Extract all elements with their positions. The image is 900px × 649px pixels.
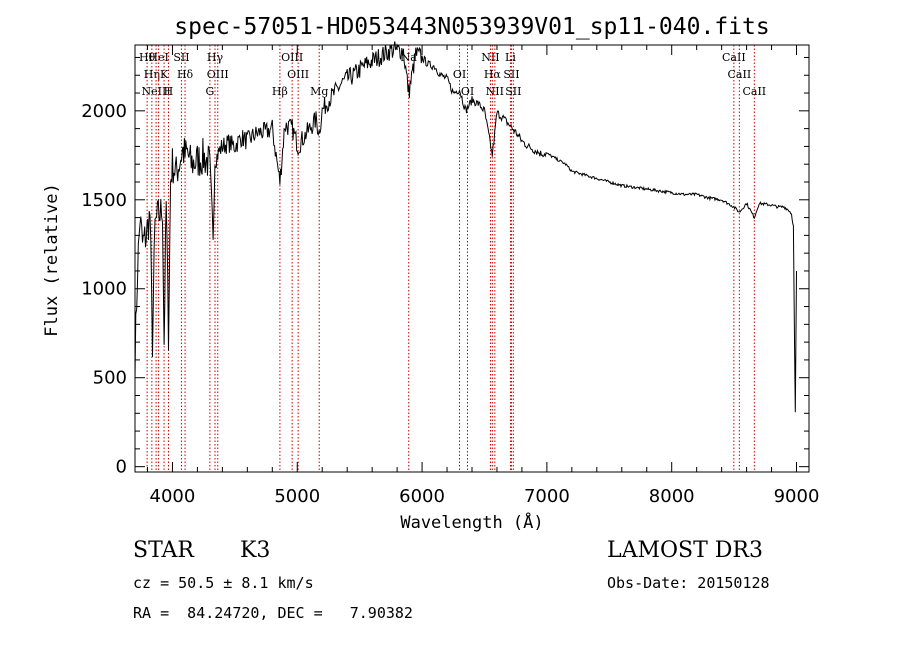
line-marker-label: OIII <box>207 68 229 81</box>
line-marker-label: HeI <box>148 51 168 64</box>
x-tick-label: 5000 <box>274 486 320 507</box>
line-marker-label: Hθ <box>139 51 156 64</box>
line-marker-label: G <box>205 85 214 98</box>
line-marker-label: Hγ <box>207 51 224 64</box>
y-tick-label: 2000 <box>81 101 127 122</box>
line-marker-label: H <box>164 85 174 98</box>
obs-date: Obs-Date: 20150128 <box>607 574 770 592</box>
line-marker-label: NII <box>486 85 504 98</box>
line-marker-label: OIII <box>287 68 309 81</box>
line-marker-label: SII <box>505 85 521 98</box>
plot-frame <box>134 44 810 473</box>
line-marker-label: CaII <box>742 85 766 98</box>
x-tick-label: 6000 <box>399 486 445 507</box>
y-tick-label: 0 <box>116 457 127 478</box>
line-marker-label: NeIII <box>142 85 171 98</box>
x-tick-label: 8000 <box>649 486 695 507</box>
line-marker-label: OI <box>453 68 466 81</box>
object-class: STAR <box>133 538 194 563</box>
line-markers: HθHηNeIIIHeIKHSIIHδGHγOIIIHβOIIIOIIIMgNa… <box>139 45 766 472</box>
spectrum-series <box>134 41 797 413</box>
y-axis-label: Flux (relative) <box>42 183 62 337</box>
survey-name: LAMOST DR3 <box>607 538 763 563</box>
spectrum-line <box>134 41 797 413</box>
line-marker-label: SII <box>173 51 189 64</box>
y-tick-label: 1000 <box>81 279 127 300</box>
line-marker-label: CaII <box>728 68 752 81</box>
line-marker-label: Hη <box>144 68 160 81</box>
line-marker-label: OI <box>461 85 474 98</box>
line-marker-label: NII <box>481 51 499 64</box>
x-tick-label: 4000 <box>150 486 196 507</box>
line-marker-label: Mg <box>310 85 328 98</box>
object-subclass: K3 <box>240 538 271 563</box>
x-tick-label: 7000 <box>524 486 570 507</box>
line-marker-label: Na <box>401 51 418 64</box>
line-marker-label: Hα <box>484 68 502 81</box>
x-tick-label: 9000 <box>774 486 820 507</box>
x-axis-label: Wavelength (Å) <box>400 511 543 533</box>
line-marker-label: CaII <box>722 51 746 64</box>
line-marker-label: OIII <box>281 51 303 64</box>
coordinates-readout: RA = 84.24720, DEC = 7.90382 <box>133 604 413 622</box>
line-marker-label: Li <box>505 51 516 64</box>
axis-ticks: 4000 5000 6000 7000 8000 9000 0 500 1000 1500 2000 <box>81 45 819 507</box>
y-tick-label: 1500 <box>81 190 127 211</box>
line-marker-label: SII <box>503 68 519 81</box>
y-tick-label: 500 <box>93 368 127 389</box>
redshift-readout: cz = 50.5 ± 8.1 km/s <box>133 574 314 592</box>
line-marker-label: Hβ <box>272 85 288 98</box>
line-marker-label: Hδ <box>177 68 194 81</box>
line-marker-label: K <box>160 68 169 81</box>
chart-title: spec-57051-HD053443N053939V01_sp11-040.f… <box>174 14 769 40</box>
